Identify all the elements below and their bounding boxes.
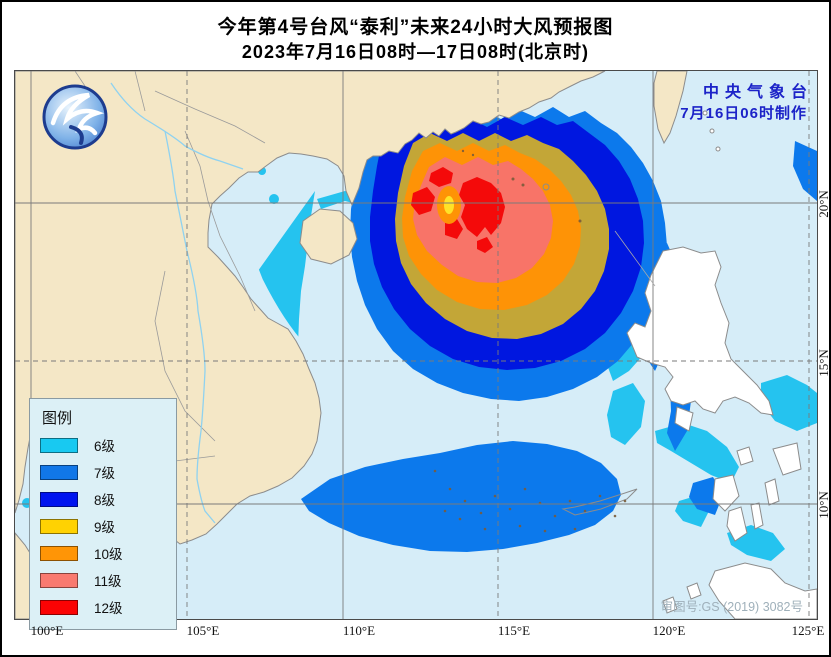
agency-issue-time: 7月16日06时制作 <box>680 104 807 122</box>
legend-label: 12级 <box>94 601 123 616</box>
legend-label: 6级 <box>94 439 116 454</box>
legend-swatch <box>40 572 78 588</box>
legend-label: 11级 <box>94 574 122 589</box>
mekong-river <box>164 130 216 524</box>
page-title: 今年第4号台风“泰利”未来24小时大风预报图 <box>217 17 614 38</box>
legend-item: 11级 <box>40 570 166 590</box>
legend-item: 8级 <box>40 489 166 509</box>
legend-swatch <box>40 491 78 507</box>
legend-item: 7级 <box>40 462 166 482</box>
legend-swatch <box>40 518 78 534</box>
wind-level-12-layer <box>411 167 505 253</box>
legend-item: 10级 <box>40 543 166 563</box>
legend-title: 图例 <box>42 410 73 427</box>
legend-swatch <box>40 545 78 561</box>
legend-label: 9级 <box>94 520 116 535</box>
agency-name: 中央气象台 <box>702 84 813 101</box>
legend-label: 7级 <box>94 466 116 481</box>
reef-specks <box>433 149 627 533</box>
typhoon-eye <box>437 186 461 224</box>
legend-swatch <box>40 437 78 453</box>
lon-tick: 105°E <box>186 623 220 638</box>
legend-item: 9级 <box>40 516 166 536</box>
lat-tick: 20°N <box>816 190 831 218</box>
legend-item: 12级 <box>40 597 166 617</box>
legend-swatch <box>40 599 78 615</box>
lat-tick: 15°N <box>816 349 831 377</box>
legend-swatch <box>40 464 78 480</box>
legend-rows: 6级 7级 8级 9级 10级 11级 12级 <box>40 435 166 617</box>
legend-label: 10级 <box>94 547 123 562</box>
cma-logo <box>42 84 108 150</box>
legend-item: 6级 <box>40 435 166 455</box>
map-approval-number: 审图号:GS (2019) 3082号 <box>660 600 803 614</box>
agency-stamp: 中央气象台 7月16日06时制作 <box>680 83 807 123</box>
lat-tick: 10°N <box>816 491 831 519</box>
lon-tick: 115°E <box>497 623 531 638</box>
forecast-map: 中央气象台 7月16日06时制作 图例 6级 7级 8级 9级 10级 11级 12级 审图… <box>14 70 818 630</box>
legend-box: 图例 6级 7级 8级 9级 10级 11级 12级 <box>29 398 177 630</box>
page-subtitle: 2023年7月16日08时—17日08时(北京时) <box>241 42 590 62</box>
lon-tick: 120°E <box>652 623 686 638</box>
lon-tick: 125°E <box>791 623 825 638</box>
landmass-philippines <box>542 110 817 619</box>
wind-level-6-patches <box>605 313 817 561</box>
lon-tick: 100°E <box>30 623 64 638</box>
legend-label: 8级 <box>94 493 116 508</box>
lon-tick: 110°E <box>342 623 376 638</box>
red-river <box>110 82 244 170</box>
logo-swirl-icon <box>50 92 105 136</box>
